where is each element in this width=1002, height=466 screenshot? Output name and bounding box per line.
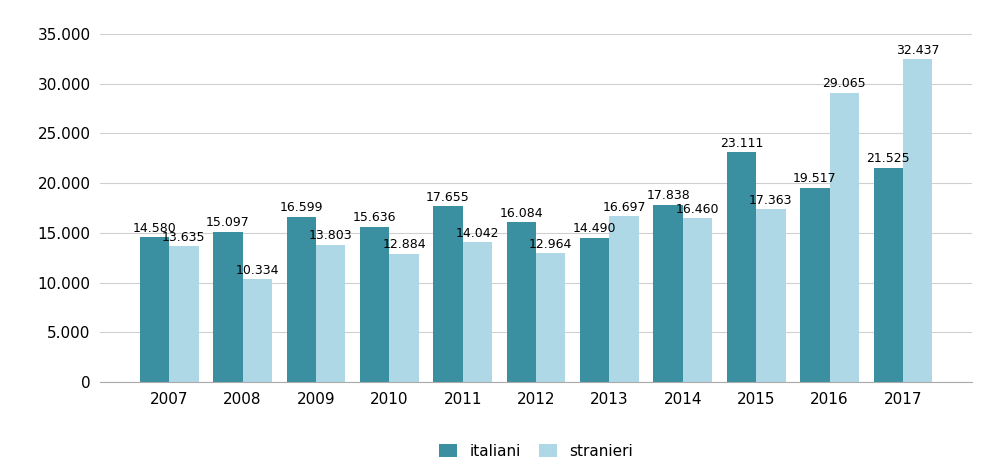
Text: 12.884: 12.884	[382, 239, 426, 252]
Bar	[433, 206, 463, 382]
Text: 23.111: 23.111	[719, 137, 764, 150]
Text: 17.655: 17.655	[426, 191, 470, 204]
Bar	[390, 254, 419, 382]
Text: 29.065: 29.065	[823, 77, 866, 90]
Text: 19.517: 19.517	[794, 172, 837, 185]
Bar	[726, 152, 757, 382]
Bar	[287, 217, 316, 382]
Text: 32.437: 32.437	[896, 44, 940, 57]
Bar	[213, 232, 242, 382]
Text: 17.363: 17.363	[749, 194, 793, 207]
Bar	[609, 216, 639, 382]
Legend: italiani, stranieri: italiani, stranieri	[433, 438, 639, 465]
Bar	[463, 242, 492, 382]
Bar	[830, 93, 859, 382]
Text: 16.697: 16.697	[602, 200, 646, 213]
Bar	[903, 59, 932, 382]
Bar	[507, 222, 536, 382]
Bar	[580, 238, 609, 382]
Text: 13.803: 13.803	[309, 229, 353, 242]
Text: 12.964: 12.964	[529, 238, 572, 251]
Bar	[360, 226, 390, 382]
Text: 10.334: 10.334	[235, 264, 279, 277]
Text: 16.599: 16.599	[280, 201, 323, 214]
Text: 17.838: 17.838	[646, 189, 690, 202]
Bar	[874, 168, 903, 382]
Text: 14.042: 14.042	[456, 227, 499, 240]
Bar	[801, 188, 830, 382]
Text: 14.490: 14.490	[573, 222, 616, 235]
Bar	[242, 279, 272, 382]
Text: 14.580: 14.580	[132, 221, 176, 234]
Text: 15.636: 15.636	[353, 211, 397, 224]
Text: 16.084: 16.084	[500, 206, 543, 219]
Bar	[536, 253, 565, 382]
Bar	[653, 205, 682, 382]
Text: 16.460: 16.460	[675, 203, 719, 216]
Bar	[169, 247, 198, 382]
Text: 21.525: 21.525	[867, 152, 910, 165]
Bar	[757, 209, 786, 382]
Bar	[140, 237, 169, 382]
Bar	[682, 219, 712, 382]
Text: 13.635: 13.635	[162, 231, 205, 244]
Text: 15.097: 15.097	[206, 216, 249, 229]
Bar	[316, 245, 346, 382]
